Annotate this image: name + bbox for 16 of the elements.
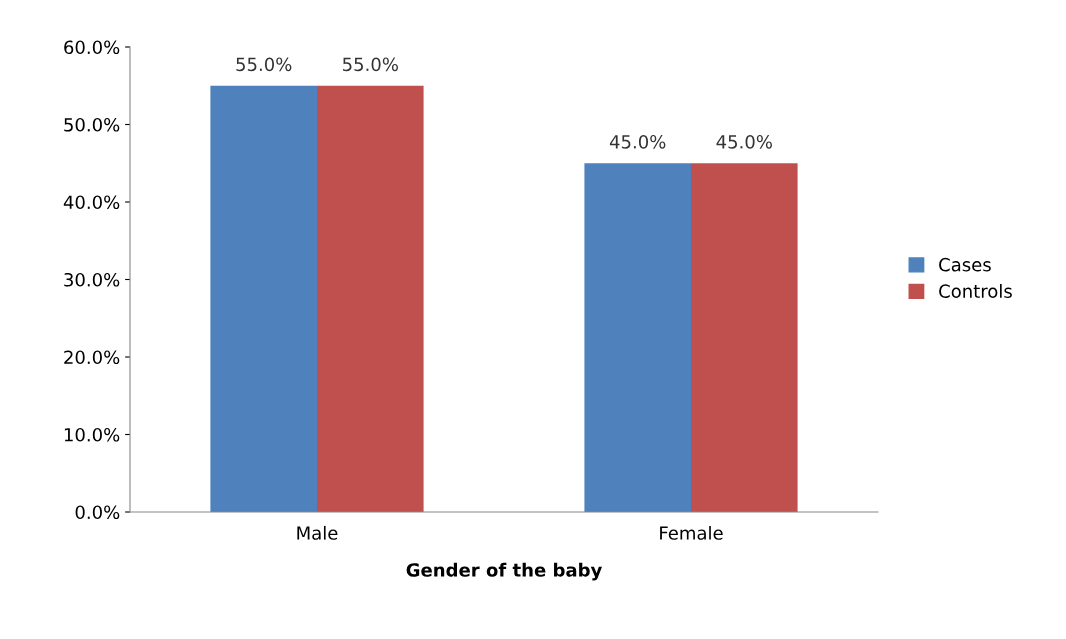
x-tick-label: Male [297, 525, 338, 540]
data-label: 55.0% [236, 57, 292, 72]
y-tick-label: 20.0% [64, 350, 120, 365]
y-tick-label: 40.0% [63, 195, 120, 210]
data-label: 55.0% [343, 57, 398, 72]
y-tick-label: 50.0% [64, 117, 120, 132]
y-tick-label: 10.0% [64, 427, 120, 442]
legend-label: Controls [939, 284, 1012, 298]
y-tick-label: 0.0% [75, 505, 120, 520]
y-tick-label: 30.0% [64, 272, 120, 287]
x-axis-title: Gender of the baby [406, 562, 602, 581]
x-tick-label: Female [660, 525, 723, 540]
y-tick-label: 60.0% [64, 40, 120, 55]
data-label: 45.0% [609, 134, 666, 149]
data-label: 45.0% [716, 134, 772, 149]
legend-label: Cases [939, 257, 991, 272]
